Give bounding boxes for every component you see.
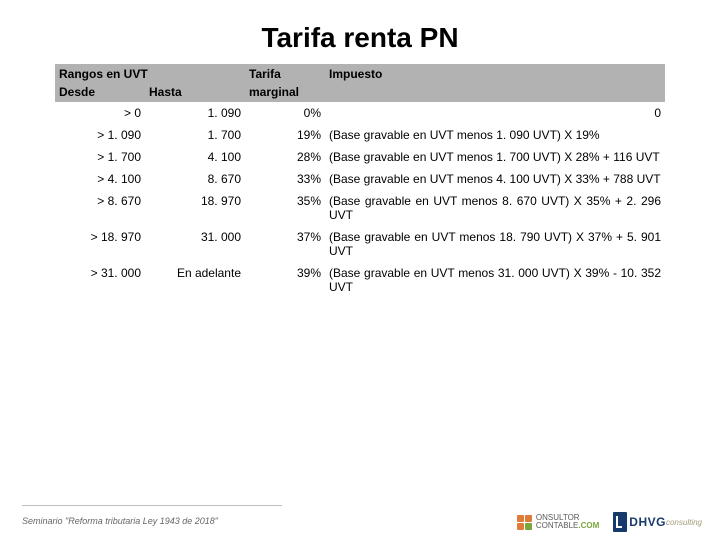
cell-hasta: 31. 000 <box>145 226 245 262</box>
cell-hasta: 8. 670 <box>145 168 245 190</box>
cell-tarifa: 0% <box>245 102 325 124</box>
cell-impuesto: (Base gravable en UVT menos 18. 790 UVT)… <box>325 226 665 262</box>
table-row: > 1. 090 1. 700 19% (Base gravable en UV… <box>55 124 665 146</box>
cell-hasta: En adelante <box>145 262 245 298</box>
cell-hasta: 1. 090 <box>145 102 245 124</box>
cell-impuesto: (Base gravable en UVT menos 4. 100 UVT) … <box>325 168 665 190</box>
cell-tarifa: 19% <box>245 124 325 146</box>
cell-impuesto: (Base gravable en UVT menos 31. 000 UVT)… <box>325 262 665 298</box>
cell-desde: > 1. 700 <box>55 146 145 168</box>
cell-impuesto: 0 <box>325 102 665 124</box>
table-row: > 8. 670 18. 970 35% (Base gravable en U… <box>55 190 665 226</box>
cell-hasta: 4. 100 <box>145 146 245 168</box>
header-tarifa-1: Tarifa <box>245 64 325 83</box>
header-desde: Desde <box>55 83 145 102</box>
dhvg-logo-sub: consulting <box>666 518 702 527</box>
table-header-row1: Rangos en UVT Tarifa Impuesto <box>55 64 665 83</box>
table-header-row2: Desde Hasta marginal <box>55 83 665 102</box>
consultor-logo: ONSULTOR CONTABLE.COM <box>517 514 599 530</box>
cell-hasta: 18. 970 <box>145 190 245 226</box>
header-impuesto: Impuesto <box>325 64 665 83</box>
footer-text: Seminario "Reforma tributaria Ley 1943 d… <box>22 516 218 526</box>
cell-tarifa: 39% <box>245 262 325 298</box>
cell-tarifa: 28% <box>245 146 325 168</box>
cell-desde: > 31. 000 <box>55 262 145 298</box>
table-row: > 0 1. 090 0% 0 <box>55 102 665 124</box>
header-hasta: Hasta <box>145 83 245 102</box>
cell-desde: > 18. 970 <box>55 226 145 262</box>
consultor-logo-text: ONSULTOR CONTABLE.COM <box>536 514 599 530</box>
page-title: Tarifa renta PN <box>0 0 720 64</box>
table-row: > 31. 000 En adelante 39% (Base gravable… <box>55 262 665 298</box>
dhvg-logo-text: DHVG <box>629 515 666 529</box>
footer-divider <box>22 505 282 506</box>
cell-impuesto: (Base gravable en UVT menos 1. 090 UVT) … <box>325 124 665 146</box>
cell-hasta: 1. 700 <box>145 124 245 146</box>
logo-area: ONSULTOR CONTABLE.COM DHVG consulting <box>517 512 702 532</box>
cell-desde: > 0 <box>55 102 145 124</box>
cell-desde: > 8. 670 <box>55 190 145 226</box>
cell-tarifa: 33% <box>245 168 325 190</box>
cell-impuesto: (Base gravable en UVT menos 1. 700 UVT) … <box>325 146 665 168</box>
cell-desde: > 4. 100 <box>55 168 145 190</box>
header-rangos: Rangos en UVT <box>55 64 245 83</box>
tarifa-table: Rangos en UVT Tarifa Impuesto Desde Hast… <box>55 64 665 298</box>
cell-tarifa: 35% <box>245 190 325 226</box>
cell-impuesto: (Base gravable en UVT menos 8. 670 UVT) … <box>325 190 665 226</box>
cell-desde: > 1. 090 <box>55 124 145 146</box>
table-row: > 1. 700 4. 100 28% (Base gravable en UV… <box>55 146 665 168</box>
dhvg-logo-icon <box>613 512 627 532</box>
cell-tarifa: 37% <box>245 226 325 262</box>
table-row: > 18. 970 31. 000 37% (Base gravable en … <box>55 226 665 262</box>
header-tarifa-2: marginal <box>245 83 325 102</box>
consultor-logo-icon <box>517 515 532 530</box>
dhvg-logo: DHVG consulting <box>613 512 702 532</box>
table-row: > 4. 100 8. 670 33% (Base gravable en UV… <box>55 168 665 190</box>
header-impuesto-blank <box>325 83 665 102</box>
